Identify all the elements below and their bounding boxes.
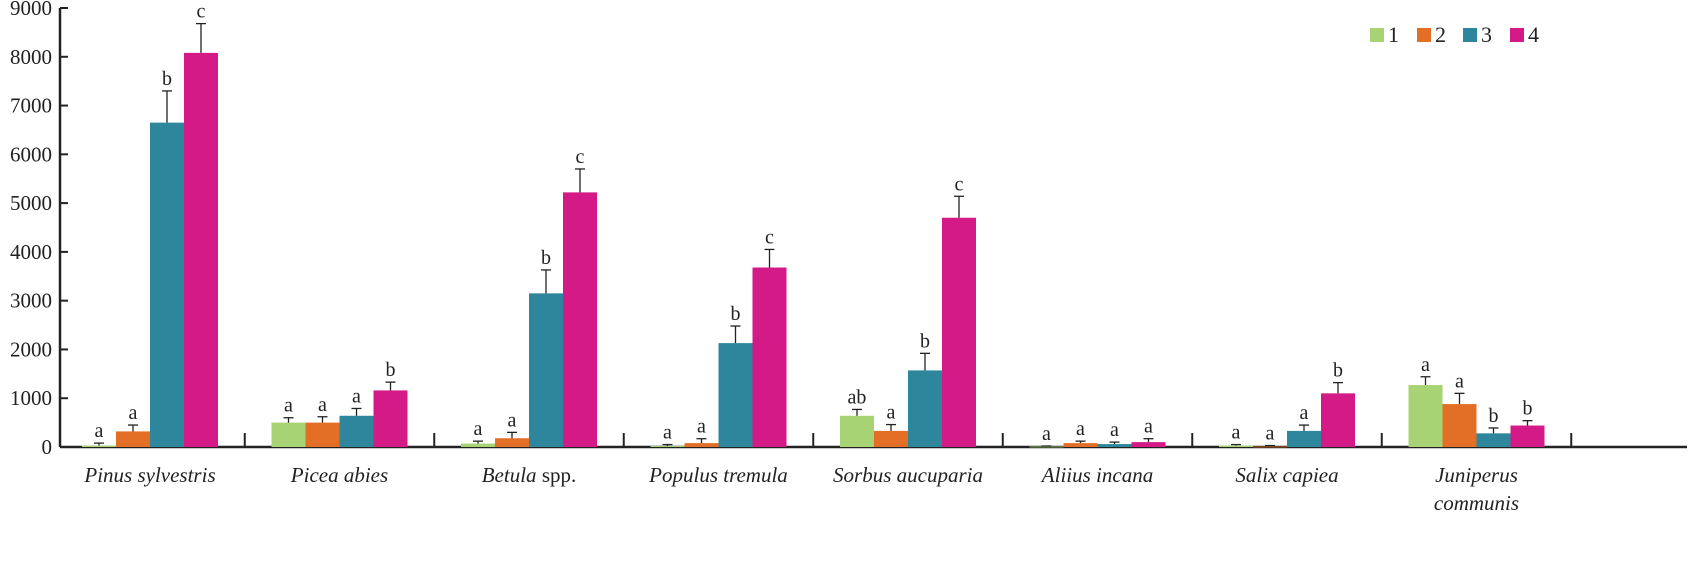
- y-tick-label: 1000: [10, 386, 52, 410]
- x-category-label: Juniperus: [1435, 463, 1518, 487]
- y-tick-label: 7000: [10, 94, 52, 118]
- significance-letter: a: [1042, 423, 1051, 445]
- bar-series-4: [752, 267, 787, 447]
- bar-series-4: [373, 390, 408, 447]
- significance-letter: a: [318, 394, 327, 416]
- significance-letter: a: [474, 418, 483, 440]
- significance-letter: a: [1421, 354, 1430, 376]
- bar-series-1: [82, 445, 116, 447]
- legend-label: 3: [1481, 22, 1492, 47]
- x-category-label: Populus tremula: [648, 463, 788, 487]
- significance-letter: a: [1144, 416, 1153, 438]
- bar-series-2: [1442, 404, 1477, 447]
- bar-series-4: [184, 52, 218, 448]
- legend-swatch-2: [1417, 28, 1431, 42]
- significance-letter: a: [1232, 422, 1241, 444]
- significance-letter: b: [1333, 360, 1343, 382]
- bar-series-4: [1131, 442, 1166, 447]
- bar-series-3: [1097, 444, 1132, 447]
- legend-label: 4: [1528, 22, 1539, 47]
- significance-letter: a: [1110, 419, 1119, 441]
- bar-series-4: [1321, 393, 1355, 447]
- significance-letter: a: [129, 402, 138, 424]
- bar-series-4: [1510, 425, 1545, 447]
- bar-series-3: [1287, 430, 1321, 447]
- significance-letter: a: [887, 402, 896, 424]
- y-tick-label: 2000: [10, 337, 52, 361]
- legend-label: 1: [1388, 22, 1399, 47]
- significance-letter: a: [1076, 418, 1085, 440]
- significance-letter: a: [697, 416, 706, 438]
- bar-series-2: [305, 422, 340, 447]
- bar-series-1: [271, 422, 306, 447]
- legend-swatch-1: [1370, 28, 1384, 42]
- significance-letter: b: [731, 303, 741, 325]
- y-tick-label: 9000: [10, 0, 52, 20]
- bar-series-2: [1063, 443, 1098, 447]
- legend-swatch-4: [1510, 28, 1524, 42]
- significance-letter: b: [1523, 398, 1533, 420]
- bar-series-2: [684, 443, 719, 447]
- significance-letter: c: [576, 146, 585, 168]
- significance-letter: b: [541, 247, 551, 269]
- significance-letter: b: [920, 330, 930, 352]
- bar-series-4: [942, 217, 976, 447]
- y-tick-label: 8000: [10, 45, 52, 69]
- y-tick-label: 5000: [10, 191, 52, 215]
- bar-series-1: [1219, 445, 1253, 447]
- significance-letter: c: [197, 1, 206, 23]
- bar-series-3: [529, 293, 563, 447]
- bar-series-2: [116, 431, 150, 447]
- x-category-label: Sorbus aucuparia: [833, 463, 983, 487]
- bar-series-3: [339, 415, 374, 447]
- significance-letter: b: [1489, 405, 1499, 427]
- legend: 1 2 3 4: [1370, 22, 1539, 47]
- bar-series-1: [461, 443, 495, 447]
- x-category-label: Picea abies: [290, 463, 388, 487]
- x-category-label-normal: spp.: [537, 463, 577, 487]
- bars: [82, 22, 1545, 448]
- bar-series-3: [1476, 433, 1511, 447]
- bar-series-1: [840, 415, 874, 447]
- legend-label: 2: [1435, 22, 1446, 47]
- y-tick-label: 3000: [10, 289, 52, 313]
- bar-series-1: [650, 446, 685, 447]
- significance-letter: a: [284, 395, 293, 417]
- significance-letter: a: [1266, 423, 1275, 445]
- bar-series-2: [495, 438, 529, 447]
- significance-letter: c: [765, 226, 774, 248]
- significance-letter: a: [1455, 370, 1464, 392]
- x-category-label: Salix capiea: [1235, 463, 1338, 487]
- bar-series-3: [908, 370, 942, 447]
- significance-letter: ab: [848, 386, 867, 408]
- significance-letter: a: [352, 385, 361, 407]
- bar-series-1: [1408, 385, 1443, 447]
- legend-swatch-3: [1463, 28, 1477, 42]
- x-category-label-italic: Betula: [482, 463, 537, 487]
- x-category-label: Betula spp.: [482, 463, 577, 487]
- significance-letter: a: [508, 409, 517, 431]
- y-tick-label: 6000: [10, 142, 52, 166]
- bar-series-3: [150, 122, 184, 447]
- significance-letter: c: [955, 173, 964, 195]
- y-tick-label: 0: [42, 435, 53, 459]
- significance-letter: a: [1300, 402, 1309, 424]
- bar-series-2: [1253, 446, 1287, 448]
- y-tick-label: 4000: [10, 240, 52, 264]
- significance-letter: b: [162, 68, 172, 90]
- bar-series-4: [563, 192, 597, 447]
- bar-series-2: [874, 430, 908, 447]
- x-category-label: communis: [1434, 491, 1519, 515]
- bar-series-1: [1029, 446, 1064, 448]
- x-category-label: Aliius incana: [1040, 463, 1153, 487]
- significance-letter: b: [386, 359, 396, 381]
- bar-series-3: [718, 343, 753, 447]
- significance-letter: a: [663, 422, 672, 444]
- significance-letter: a: [95, 420, 104, 442]
- x-category-label: Pinus sylvestris: [83, 463, 215, 487]
